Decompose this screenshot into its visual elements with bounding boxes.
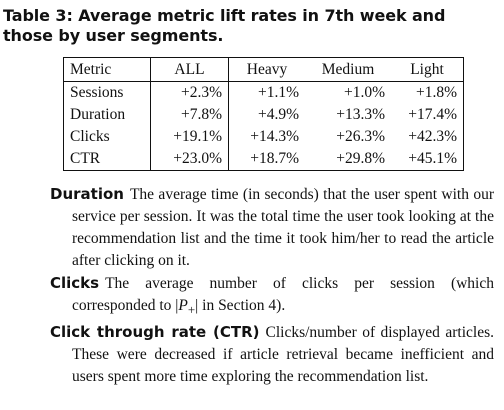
cell-light: +45.1% bbox=[391, 148, 464, 171]
cell-light: +1.8% bbox=[391, 81, 464, 104]
definition-list: Duration The average time (in seconds) th… bbox=[50, 183, 494, 388]
cell-heavy: +14.3% bbox=[250, 128, 299, 145]
cell-metric: Duration bbox=[63, 104, 151, 126]
cell-all: +7.8% bbox=[150, 104, 229, 126]
table-row: Sessions +2.3% +1.1% +1.0% +1.8% bbox=[63, 81, 464, 104]
table-header-row: Metric ALL Heavy Medium Light bbox=[63, 57, 464, 82]
definition-clicks-text-after: | in Section 4). bbox=[195, 297, 286, 314]
definition-duration-text: The average time (in seconds) that the u… bbox=[72, 186, 494, 269]
term-ctr: Click through rate (CTR) bbox=[50, 323, 260, 342]
cell-medium: +26.3% bbox=[336, 128, 385, 145]
math-p: P bbox=[178, 297, 188, 314]
math-subscript-plus: + bbox=[187, 302, 196, 318]
header-metric: Metric bbox=[63, 57, 151, 82]
cell-metric: CTR bbox=[63, 148, 151, 171]
definition-clicks: Clicks The average number of clicks per s… bbox=[50, 272, 494, 321]
definition-ctr-text: Clicks/number of displayed articles. The… bbox=[72, 324, 494, 386]
cell-heavy: +1.1% bbox=[257, 84, 299, 101]
cell-heavy: +4.9% bbox=[257, 106, 299, 123]
cell-light: +42.3% bbox=[391, 126, 464, 148]
cell-medium: +1.0% bbox=[343, 84, 385, 101]
table-row: CTR +23.0% +18.7% +29.8% +45.1% bbox=[63, 148, 464, 171]
cell-light: +17.4% bbox=[391, 104, 464, 126]
cell-medium: +29.8% bbox=[305, 148, 391, 171]
header-all: ALL bbox=[150, 57, 229, 82]
cell-all: +2.3% bbox=[150, 81, 229, 104]
header-heavy: Heavy bbox=[228, 57, 305, 82]
header-medium: Medium bbox=[305, 57, 391, 82]
definition-duration: Duration The average time (in seconds) th… bbox=[50, 183, 494, 272]
term-clicks: Clicks bbox=[50, 274, 100, 292]
table-caption: Table 3: Average metric lift rates in 7t… bbox=[3, 6, 446, 45]
table-row: Duration +7.8% +4.9% +13.3% +17.4% bbox=[63, 104, 464, 126]
cell-heavy: +18.7% bbox=[228, 148, 305, 171]
definition-ctr: Click through rate (CTR) Clicks/number of… bbox=[50, 321, 494, 388]
table-row: Clicks +19.1% +14.3% +26.3% +42.3% bbox=[63, 126, 464, 148]
cell-metric: Clicks bbox=[63, 126, 151, 148]
cell-metric: Sessions bbox=[63, 81, 151, 104]
header-light: Light bbox=[391, 57, 464, 82]
cell-all: +23.0% bbox=[150, 148, 229, 171]
cell-all: +19.1% bbox=[150, 126, 229, 148]
term-duration: Duration bbox=[50, 185, 124, 203]
metrics-table: Metric ALL Heavy Medium Light Sessions +… bbox=[63, 57, 464, 171]
cell-medium: +13.3% bbox=[336, 106, 385, 123]
definition-clicks-text-before: The average number of clicks per session… bbox=[72, 275, 494, 314]
